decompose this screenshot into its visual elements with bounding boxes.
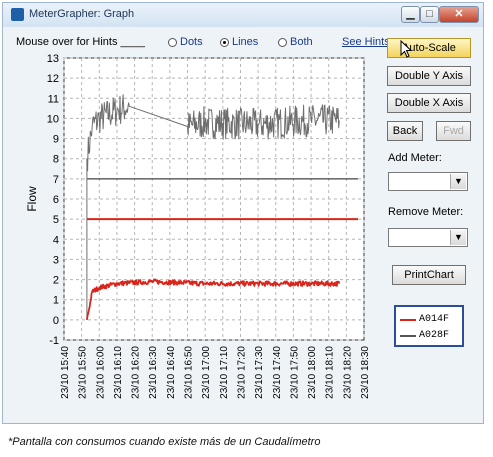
radio-lines-circle[interactable] — [220, 37, 229, 47]
maximize-button[interactable]: □ — [420, 6, 439, 23]
x-tick-label: 23/10 15:50 — [78, 346, 89, 399]
y-tick-label: 2 — [53, 275, 59, 287]
radio-dots[interactable]: Dots — [168, 36, 203, 48]
chevron-down-icon[interactable]: ▼ — [450, 230, 466, 245]
chart-legend: A014F A028F — [394, 305, 464, 347]
y-axis-label: Flow — [25, 186, 39, 212]
x-tick-label: 23/10 16:40 — [166, 346, 177, 399]
x-tick-label: 23/10 16:30 — [148, 346, 159, 399]
x-tick-label: 23/10 17:00 — [201, 346, 212, 399]
y-tick-label: 1 — [53, 295, 59, 307]
y-tick-label: 9 — [53, 134, 59, 146]
legend-item-a014f: A014F — [400, 314, 449, 325]
y-tick-label: 0 — [53, 315, 59, 327]
chevron-down-icon[interactable]: ▼ — [450, 174, 466, 189]
radio-lines-label: Lines — [232, 36, 259, 48]
x-tick-label: 23/10 18:20 — [342, 346, 353, 399]
x-tick-label: 23/10 17:50 — [289, 346, 300, 399]
back-button[interactable]: Back — [387, 121, 423, 141]
add-meter-label: Add Meter: — [388, 152, 442, 164]
radio-dots-label: Dots — [180, 36, 203, 48]
flow-chart: -1 0 1 2 3 4 5 6 7 8 9 10 11 12 13 23/10 15:40 23/10 15:… — [22, 50, 383, 422]
x-tick-label: 23/10 15:40 — [60, 346, 71, 399]
legend-item-a028f: A028F — [400, 330, 449, 341]
see-hints-link[interactable]: See Hints — [342, 36, 390, 48]
x-tick-label: 23/10 16:10 — [113, 346, 124, 399]
minimize-button[interactable]: ▁ — [401, 6, 420, 23]
remove-meter-select[interactable]: ▼ — [388, 228, 468, 247]
fwd-button[interactable]: Fwd — [436, 121, 471, 141]
x-tick-label: 23/10 18:00 — [307, 346, 318, 399]
y-tick-label: 4 — [53, 234, 59, 246]
x-tick-label: 23/10 18:30 — [360, 346, 371, 399]
x-tick-label: 23/10 16:20 — [131, 346, 142, 399]
y-tick-label: 3 — [53, 254, 59, 266]
hint-label: Mouse over for Hints ____ — [16, 36, 146, 48]
radio-dots-circle[interactable] — [168, 37, 177, 47]
x-tick-label: 23/10 17:40 — [272, 346, 283, 399]
y-tick-label: -1 — [49, 335, 59, 347]
legend-swatch — [400, 318, 416, 321]
y-tick-label: 6 — [53, 194, 59, 206]
y-tick-label: 5 — [53, 214, 59, 226]
remove-meter-label: Remove Meter: — [388, 206, 464, 218]
legend-swatch — [400, 334, 416, 337]
window-title: MeterGrapher: Graph — [29, 8, 135, 20]
x-tick-label: 23/10 17:20 — [236, 346, 247, 399]
y-tick-label: 13 — [47, 53, 59, 65]
y-tick-label: 11 — [48, 93, 59, 105]
radio-both-circle[interactable] — [278, 37, 287, 47]
close-button[interactable]: ✕ — [439, 6, 479, 23]
app-icon — [11, 8, 24, 21]
y-tick-label: 12 — [47, 73, 59, 85]
x-tick-label: 23/10 17:30 — [254, 346, 265, 399]
radio-both[interactable]: Both — [278, 36, 313, 48]
series-line-a014f — [86, 278, 341, 321]
mouse-pointer-icon — [400, 40, 413, 58]
double-y-axis-button[interactable]: Double Y Axis — [387, 66, 471, 86]
series-line-a028f — [86, 94, 340, 320]
y-tick-label: 7 — [53, 174, 59, 186]
y-tick-label: 8 — [53, 154, 59, 166]
x-tick-label: 23/10 17:10 — [219, 346, 230, 399]
add-meter-select[interactable]: ▼ — [388, 172, 468, 191]
x-tick-label: 23/10 16:00 — [95, 346, 106, 399]
figure-caption: *Pantalla con consumos cuando existe más… — [8, 436, 321, 448]
print-chart-button[interactable]: PrintChart — [392, 265, 466, 285]
radio-lines[interactable]: Lines — [220, 36, 258, 48]
legend-label: A014F — [419, 314, 450, 325]
x-tick-label: 23/10 18:10 — [325, 346, 336, 399]
y-tick-label: 10 — [47, 113, 59, 125]
legend-label: A028F — [419, 330, 450, 341]
radio-both-label: Both — [290, 36, 313, 48]
title-bar: MeterGrapher: Graph ▁ □ ✕ — [3, 3, 483, 27]
double-x-axis-button[interactable]: Double X Axis — [387, 93, 471, 113]
x-tick-label: 23/10 16:50 — [184, 346, 195, 399]
